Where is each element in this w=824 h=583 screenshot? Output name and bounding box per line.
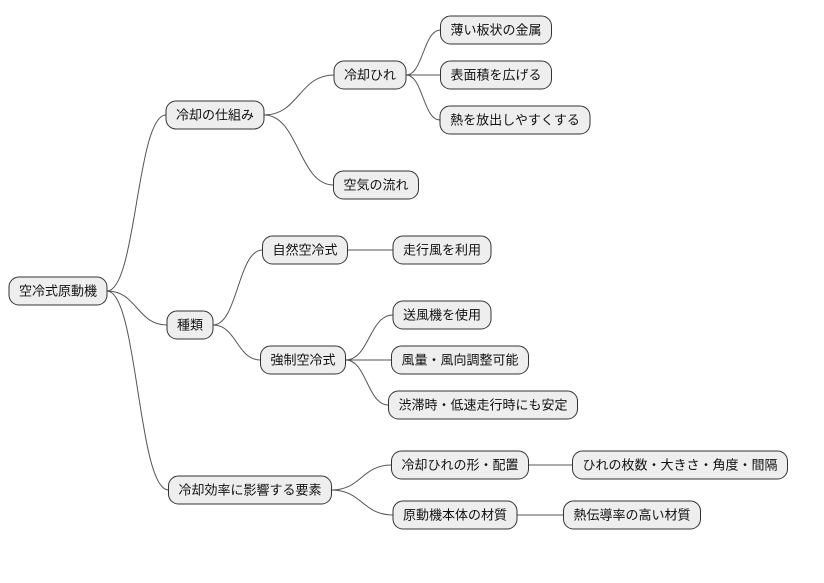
node-n2b: 強制空冷式 — [260, 346, 345, 374]
node-n2b2-label: 風量・風向調整可能 — [401, 350, 518, 369]
edge-n1a-n1a3 — [406, 75, 440, 120]
node-n1a1: 薄い板状の金属 — [440, 16, 551, 44]
node-n2: 種類 — [167, 311, 213, 339]
node-n1a2-label: 表面積を広げる — [450, 65, 541, 84]
node-n3b-label: 原動機本体の材質 — [403, 505, 507, 524]
node-n2b3: 渋滞時・低速走行時にも安定 — [388, 391, 577, 419]
edge-n3-n3b — [332, 490, 393, 515]
node-n2a-label: 自然空冷式 — [272, 240, 337, 259]
edge-n2-n2b — [213, 325, 260, 360]
node-root: 空冷式原動機 — [9, 277, 107, 305]
edge-n2b-n2b1 — [346, 315, 393, 360]
node-n1-label: 冷却の仕組み — [176, 105, 254, 124]
edge-root-n2 — [107, 291, 167, 325]
node-n3b: 原動機本体の材質 — [393, 501, 517, 529]
node-n1a-label: 冷却ひれ — [344, 65, 396, 84]
edge-root-n3 — [107, 291, 168, 490]
edge-n1a-n1a1 — [406, 30, 440, 75]
node-n2a: 自然空冷式 — [262, 236, 347, 264]
nodes-layer: 空冷式原動機 冷却の仕組み 冷却ひれ 薄い板状の金属表面積を広げる熱を放出しやすくする… — [9, 16, 788, 529]
node-n1a3: 熱を放出しやすくする — [440, 106, 590, 134]
node-n3a1: ひれの枚数・大きさ・角度・間隔 — [572, 451, 787, 479]
node-n2b-label: 強制空冷式 — [270, 350, 335, 369]
node-n2b2: 風量・風向調整可能 — [391, 346, 528, 374]
node-n1a3-label: 熱を放出しやすくする — [450, 110, 580, 129]
node-n3a1-label: ひれの枚数・大きさ・角度・間隔 — [582, 455, 777, 474]
edge-n1-n1b — [264, 115, 333, 185]
edge-n1-n1a — [264, 75, 334, 115]
node-n2a1: 走行風を利用 — [393, 236, 491, 264]
node-n1a2: 表面積を広げる — [440, 61, 551, 89]
node-n3a-label: 冷却ひれの形・配置 — [401, 455, 518, 474]
mindmap-canvas: 空冷式原動機 冷却の仕組み 冷却ひれ 薄い板状の金属表面積を広げる熱を放出しやすくする… — [0, 0, 824, 583]
node-root-label: 空冷式原動機 — [19, 281, 97, 300]
node-n2a1-label: 走行風を利用 — [403, 240, 481, 259]
node-n1a: 冷却ひれ — [334, 61, 406, 89]
node-n3a: 冷却ひれの形・配置 — [391, 451, 528, 479]
edge-n2b-n2b3 — [346, 360, 389, 405]
edge-root-n1 — [107, 115, 166, 291]
node-n3: 冷却効率に影響する要素 — [168, 476, 331, 504]
node-n2-label: 種類 — [177, 315, 203, 334]
node-n3b1: 熱伝導率の高い材質 — [563, 501, 700, 529]
node-n2b1-label: 送風機を使用 — [403, 305, 481, 324]
node-n2b3-label: 渋滞時・低速走行時にも安定 — [398, 395, 567, 414]
node-n1a1-label: 薄い板状の金属 — [450, 20, 541, 39]
node-n1b: 空気の流れ — [333, 171, 418, 199]
node-n3b1-label: 熱伝導率の高い材質 — [573, 505, 690, 524]
node-n2b1: 送風機を使用 — [393, 301, 491, 329]
edge-n3-n3a — [332, 465, 392, 490]
node-n3-label: 冷却効率に影響する要素 — [178, 480, 321, 499]
edge-n2-n2a — [213, 250, 262, 325]
node-n1: 冷却の仕組み — [166, 101, 264, 129]
node-n1b-label: 空気の流れ — [343, 175, 408, 194]
